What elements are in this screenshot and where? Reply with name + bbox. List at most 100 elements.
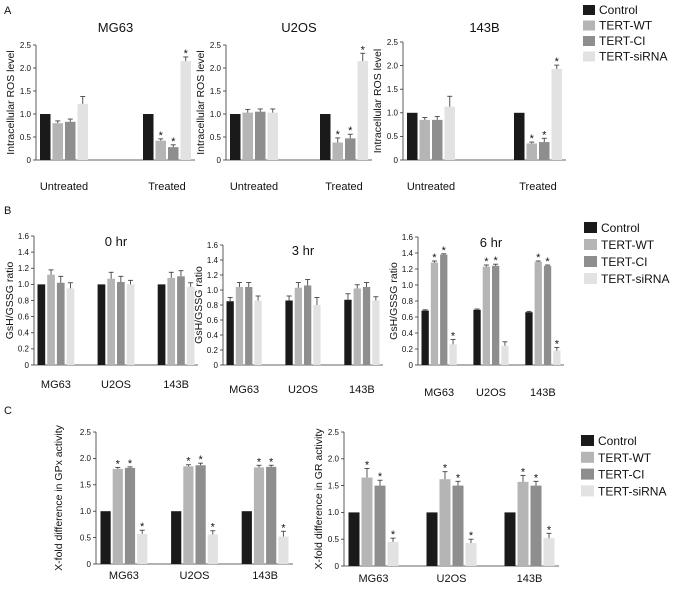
y-tick-label: 2.5 <box>210 41 222 50</box>
significance-star: * <box>456 472 461 484</box>
significance-star: * <box>361 44 366 56</box>
significance-star: * <box>451 330 456 342</box>
y-tick-label: 2.0 <box>387 61 399 70</box>
x-category-label: Treated <box>325 181 363 193</box>
bar-tert-ci-mg63 <box>440 254 448 365</box>
significance-star: * <box>116 458 121 470</box>
legend-swatch-control <box>581 435 594 446</box>
y-tick-label: 0.6 <box>207 316 219 325</box>
significance-star: * <box>545 256 550 268</box>
significance-star: * <box>378 471 383 483</box>
legend-label: TERT-WT <box>599 19 653 33</box>
y-tick-label: 0.4 <box>18 329 30 338</box>
y-tick-label: 0 <box>25 361 30 370</box>
bar-tert-sirna-mg63 <box>66 288 75 365</box>
significance-star: * <box>348 125 353 137</box>
bar-tert-wt-143b <box>517 481 529 566</box>
significance-star: * <box>536 252 541 264</box>
legend-label: TERT-siRNA <box>599 50 667 64</box>
bar-tert-wt-untreated <box>419 119 430 160</box>
y-tick-label: 0.5 <box>387 132 399 141</box>
y-tick-label: 0.8 <box>207 301 219 310</box>
y-tick-label: 1.2 <box>18 264 30 273</box>
chart-title: 143B <box>469 20 499 35</box>
bar-control-mg63 <box>226 301 234 365</box>
bar-tert-sirna-mg63 <box>387 541 399 566</box>
x-category-label: U2OS <box>288 384 318 396</box>
y-axis-label: GsH/GSSG ratio <box>388 262 400 340</box>
x-category-label: Untreated <box>40 181 88 193</box>
bar-tert-sirna-u2os <box>126 284 135 365</box>
bar-tert-ci-143b <box>530 485 542 566</box>
y-tick-label: 1.6 <box>207 241 219 250</box>
bar-tert-ci-u2os <box>195 465 206 564</box>
bar-tert-wt-143b <box>253 467 265 564</box>
y-tick-label: 0 <box>214 361 219 370</box>
bar-tert-sirna-u2os <box>501 345 509 365</box>
bar-tert-wt-u2os <box>183 466 194 564</box>
bar-tert-sirna-untreated <box>444 106 455 160</box>
significance-star: * <box>555 338 560 350</box>
legend-swatch-tert-wt <box>581 451 594 463</box>
y-tick-label: 0.4 <box>402 329 414 338</box>
bar-tert-wt-u2os <box>294 287 302 365</box>
y-tick-label: 0.5 <box>210 133 222 142</box>
bar-tert-sirna-u2os <box>313 305 321 365</box>
significance-star: * <box>555 56 560 68</box>
y-tick-label: 2.5 <box>387 38 399 47</box>
significance-star: * <box>494 255 499 267</box>
x-category-label: U2OS <box>101 379 131 391</box>
y-tick-label: 0 <box>87 560 92 569</box>
legend-swatch-tert-wt <box>583 20 595 31</box>
bar-control-mg63 <box>100 511 111 564</box>
chart-b-3hr: 3 hr 0 0.2 0.4 0.6 0.8 1.0 1.2 1.4 1.6 GsH/GSSG ra… <box>193 241 383 396</box>
significance-star: * <box>443 463 448 475</box>
bar-tert-ci-untreated <box>255 111 266 160</box>
y-tick-label: 2.0 <box>20 64 32 73</box>
bar-control-u2os <box>97 284 106 365</box>
bar-tert-wt-untreated <box>242 112 253 160</box>
bar-control-143b <box>344 299 352 365</box>
bar-tert-ci-u2os <box>117 281 125 365</box>
x-category-label: Treated <box>519 181 557 193</box>
x-category-label: 143B <box>163 379 189 391</box>
x-category-label: MG63 <box>109 570 139 582</box>
y-tick-label: 0 <box>27 156 32 165</box>
x-category-label: U2OS <box>180 570 210 582</box>
x-category-label: Treated <box>148 181 186 193</box>
bar-tert-ci-treated <box>539 142 550 160</box>
bar-tert-sirna-143b <box>278 536 289 564</box>
y-tick-label: 1.5 <box>210 87 222 96</box>
y-tick-label: 0.8 <box>18 296 30 305</box>
y-tick-label: 0.6 <box>18 312 30 321</box>
legend-swatch-tert-sirna <box>583 51 595 62</box>
x-category-label: MG63 <box>359 573 389 585</box>
y-axis-label: GsH/GSSG ratio <box>4 262 16 340</box>
y-tick-label: 1.5 <box>328 481 340 490</box>
x-category-label: U2OS <box>437 573 467 585</box>
legend-label: TERT-CI <box>598 468 644 482</box>
bar-tert-ci-mg63 <box>56 282 65 365</box>
significance-star: * <box>184 48 189 60</box>
bar-tert-wt-treated <box>526 143 537 160</box>
y-tick-label: 2.5 <box>20 41 32 50</box>
y-tick-label: 0.5 <box>328 535 340 544</box>
bar-control-untreated <box>230 114 241 160</box>
y-tick-label: 1.4 <box>207 256 219 265</box>
bar-tert-ci-143b <box>543 265 552 365</box>
chart-b-0hr: 0 hr 0 0.2 0.4 0.6 0.8 1.0 1.2 1.4 1.6 GsH/GSSG ra… <box>4 232 198 391</box>
y-tick-label: 0.2 <box>18 345 30 354</box>
x-category-label: Untreated <box>407 181 455 193</box>
bar-tert-wt-mg63 <box>235 287 244 365</box>
y-tick-label: 2.0 <box>210 64 222 73</box>
significance-star: * <box>432 252 437 264</box>
significance-star: * <box>484 256 489 268</box>
significance-star: * <box>442 245 447 257</box>
bar-tert-sirna-treated <box>180 61 191 160</box>
y-axis-label: Intracellular ROS level <box>5 50 17 154</box>
bar-tert-ci-143b <box>177 276 185 365</box>
bar-tert-sirna-mg63 <box>137 533 148 564</box>
significance-star: * <box>186 456 191 468</box>
